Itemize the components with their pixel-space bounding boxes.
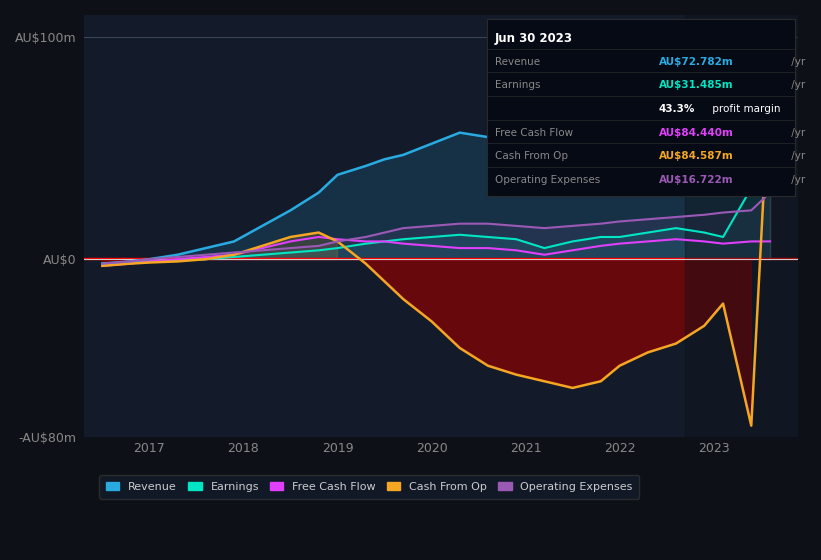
Text: AU$16.722m: AU$16.722m xyxy=(659,175,733,185)
Text: Jun 30 2023: Jun 30 2023 xyxy=(494,31,572,45)
Text: profit margin: profit margin xyxy=(709,104,781,114)
Text: Cash From Op: Cash From Op xyxy=(494,151,567,161)
Legend: Revenue, Earnings, Free Cash Flow, Cash From Op, Operating Expenses: Revenue, Earnings, Free Cash Flow, Cash … xyxy=(99,475,640,499)
Text: AU$72.782m: AU$72.782m xyxy=(659,57,734,67)
Text: /yr: /yr xyxy=(787,57,805,67)
Bar xyxy=(686,15,798,437)
Text: /yr: /yr xyxy=(787,128,805,138)
Text: Operating Expenses: Operating Expenses xyxy=(494,175,600,185)
Text: Revenue: Revenue xyxy=(494,57,539,67)
Text: Earnings: Earnings xyxy=(494,80,540,90)
Text: AU$84.587m: AU$84.587m xyxy=(659,151,734,161)
FancyBboxPatch shape xyxy=(488,19,795,197)
Text: /yr: /yr xyxy=(787,151,805,161)
Text: Free Cash Flow: Free Cash Flow xyxy=(494,128,573,138)
Text: 43.3%: 43.3% xyxy=(659,104,695,114)
Text: /yr: /yr xyxy=(787,175,805,185)
Text: AU$31.485m: AU$31.485m xyxy=(659,80,733,90)
Text: AU$84.440m: AU$84.440m xyxy=(659,128,734,138)
Text: /yr: /yr xyxy=(787,80,805,90)
